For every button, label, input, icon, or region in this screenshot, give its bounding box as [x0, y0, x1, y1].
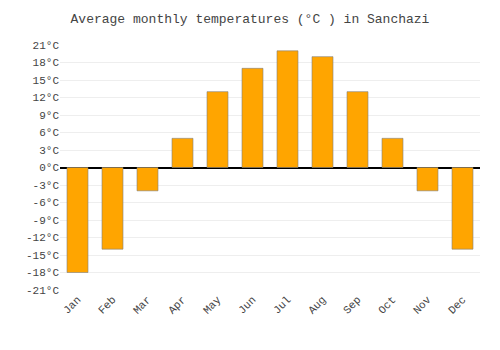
svg-text:Jan: Jan: [61, 294, 83, 316]
svg-text:Dec: Dec: [446, 294, 468, 316]
svg-text:Aug: Aug: [306, 294, 328, 316]
svg-text:Jul: Jul: [271, 294, 293, 316]
svg-text:15°C: 15°C: [33, 75, 60, 87]
svg-text:-15°C: -15°C: [26, 250, 59, 262]
svg-text:Average monthly temperatures (: Average monthly temperatures (°C ) in Sa…: [71, 12, 430, 27]
svg-text:Feb: Feb: [96, 294, 118, 316]
svg-text:12°C: 12°C: [33, 92, 60, 104]
svg-text:Sep: Sep: [341, 294, 363, 316]
svg-text:-3°C: -3°C: [33, 180, 60, 192]
svg-text:Apr: Apr: [166, 294, 188, 316]
svg-text:Nov: Nov: [411, 294, 434, 317]
svg-text:Jun: Jun: [236, 294, 258, 316]
svg-text:Mar: Mar: [131, 294, 153, 316]
svg-text:3°C: 3°C: [39, 145, 59, 157]
svg-text:0°C: 0°C: [39, 162, 59, 174]
svg-text:-18°C: -18°C: [26, 267, 59, 279]
svg-text:18°C: 18°C: [33, 57, 60, 69]
svg-text:May: May: [201, 294, 224, 317]
svg-text:Oct: Oct: [376, 294, 398, 316]
svg-text:21°C: 21°C: [33, 40, 60, 52]
svg-text:6°C: 6°C: [39, 127, 59, 139]
svg-text:-6°C: -6°C: [33, 197, 60, 209]
svg-text:-9°C: -9°C: [33, 215, 60, 227]
svg-text:-12°C: -12°C: [26, 232, 59, 244]
svg-text:-21°C: -21°C: [26, 285, 59, 297]
svg-text:9°C: 9°C: [39, 110, 59, 122]
